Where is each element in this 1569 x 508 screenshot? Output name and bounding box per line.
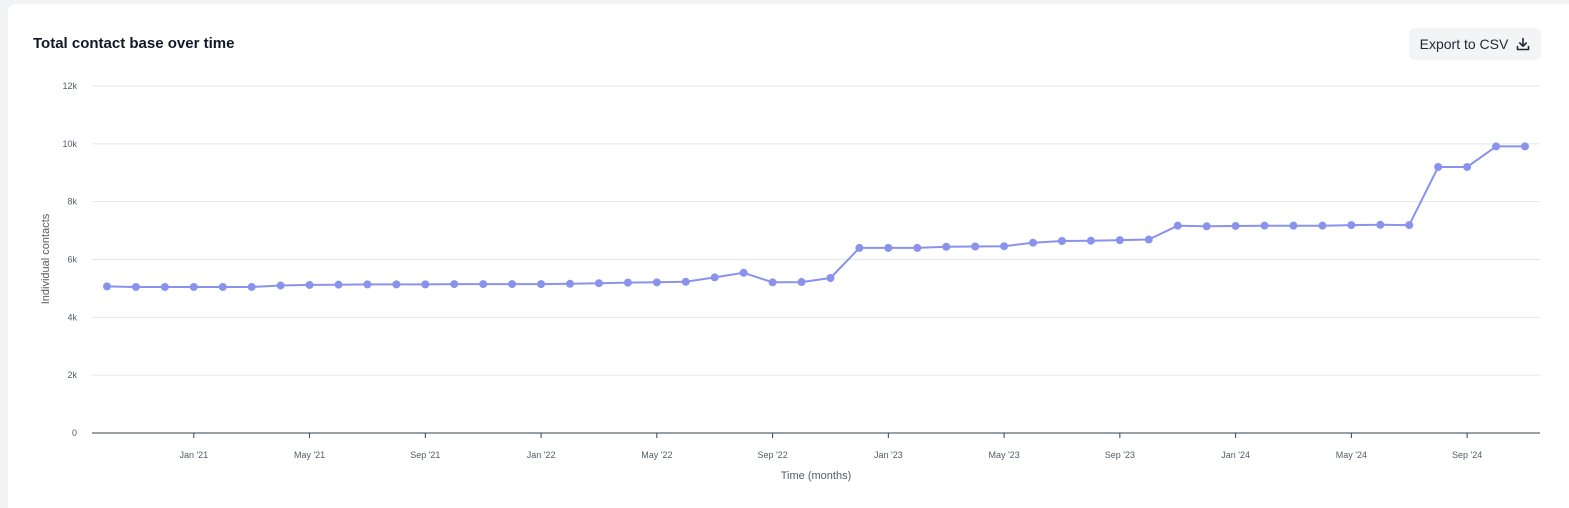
data-point [103,282,111,291]
data-point [537,280,546,289]
data-point [913,243,922,252]
y-tick-label: 6k [67,255,77,265]
x-tick-label: May '21 [294,450,325,460]
data-point [363,280,372,289]
data-point [1231,221,1240,230]
data-point [1318,221,1327,230]
x-tick-label: May '24 [1336,450,1367,460]
series-line [106,145,1526,288]
data-point [566,279,575,288]
x-tick-label: Jan '22 [527,450,556,460]
y-tick-label: 0 [72,428,77,438]
x-tick-label: Sep '21 [410,450,440,460]
data-point [189,282,198,291]
y-tick-label: 4k [67,312,77,322]
data-point [1376,220,1385,229]
download-icon [1517,37,1530,51]
x-tick-label: Sep '22 [757,450,787,460]
data-point [971,242,980,251]
data-point [479,280,488,289]
data-point [1434,162,1443,171]
data-point [1057,236,1066,245]
data-point [594,279,603,288]
y-tick-label: 8k [67,197,77,207]
x-tick-label: Sep '23 [1105,450,1135,460]
data-point [450,280,459,289]
x-tick-label: May '22 [641,450,672,460]
data-point [623,278,632,287]
data-point [1492,142,1501,151]
data-point [739,268,748,277]
data-point [508,280,517,289]
data-point [1086,236,1095,245]
y-tick-label: 10k [62,139,77,149]
export-csv-button[interactable]: Export to CSV [1409,28,1541,60]
data-point [710,273,719,282]
data-point [1115,236,1124,245]
data-point [768,278,777,287]
data-point [1260,221,1269,230]
data-point [681,277,690,286]
y-axis-title: Individual contacts [40,213,52,304]
data-point [160,282,169,291]
data-point [1173,221,1182,230]
export-label: Export to CSV [1419,36,1509,52]
data-point [218,282,227,291]
y-tick-label: 12k [62,81,77,91]
data-point [1463,162,1472,171]
x-tick-label: Sep '24 [1452,450,1482,460]
x-tick-label: Jan '23 [874,450,903,460]
data-point [392,280,401,289]
chart-title: Total contact base over time [33,35,235,52]
data-point [1029,238,1038,247]
chart-card: Total contact base over time Export to C… [8,4,1569,508]
data-point [276,281,285,290]
data-point [1144,235,1153,244]
data-point [826,274,835,283]
data-point [1202,222,1211,231]
y-tick-label: 2k [67,370,77,380]
data-point [1000,242,1009,251]
data-point [1405,221,1414,230]
data-point [797,278,806,287]
x-tick-label: May '23 [988,450,1019,460]
data-point [855,243,864,252]
data-point [1347,221,1356,230]
data-point [1521,142,1529,151]
x-tick-label: Jan '21 [179,450,208,460]
x-tick-label: Jan '24 [1221,450,1250,460]
data-point [942,242,951,251]
data-point [421,280,430,289]
data-point [247,282,256,291]
data-point [334,280,343,289]
data-point [1289,221,1298,230]
data-point [305,280,314,289]
data-point [652,278,661,287]
x-axis-title: Time (months) [781,470,852,482]
data-point [131,282,140,291]
data-point [884,243,893,252]
